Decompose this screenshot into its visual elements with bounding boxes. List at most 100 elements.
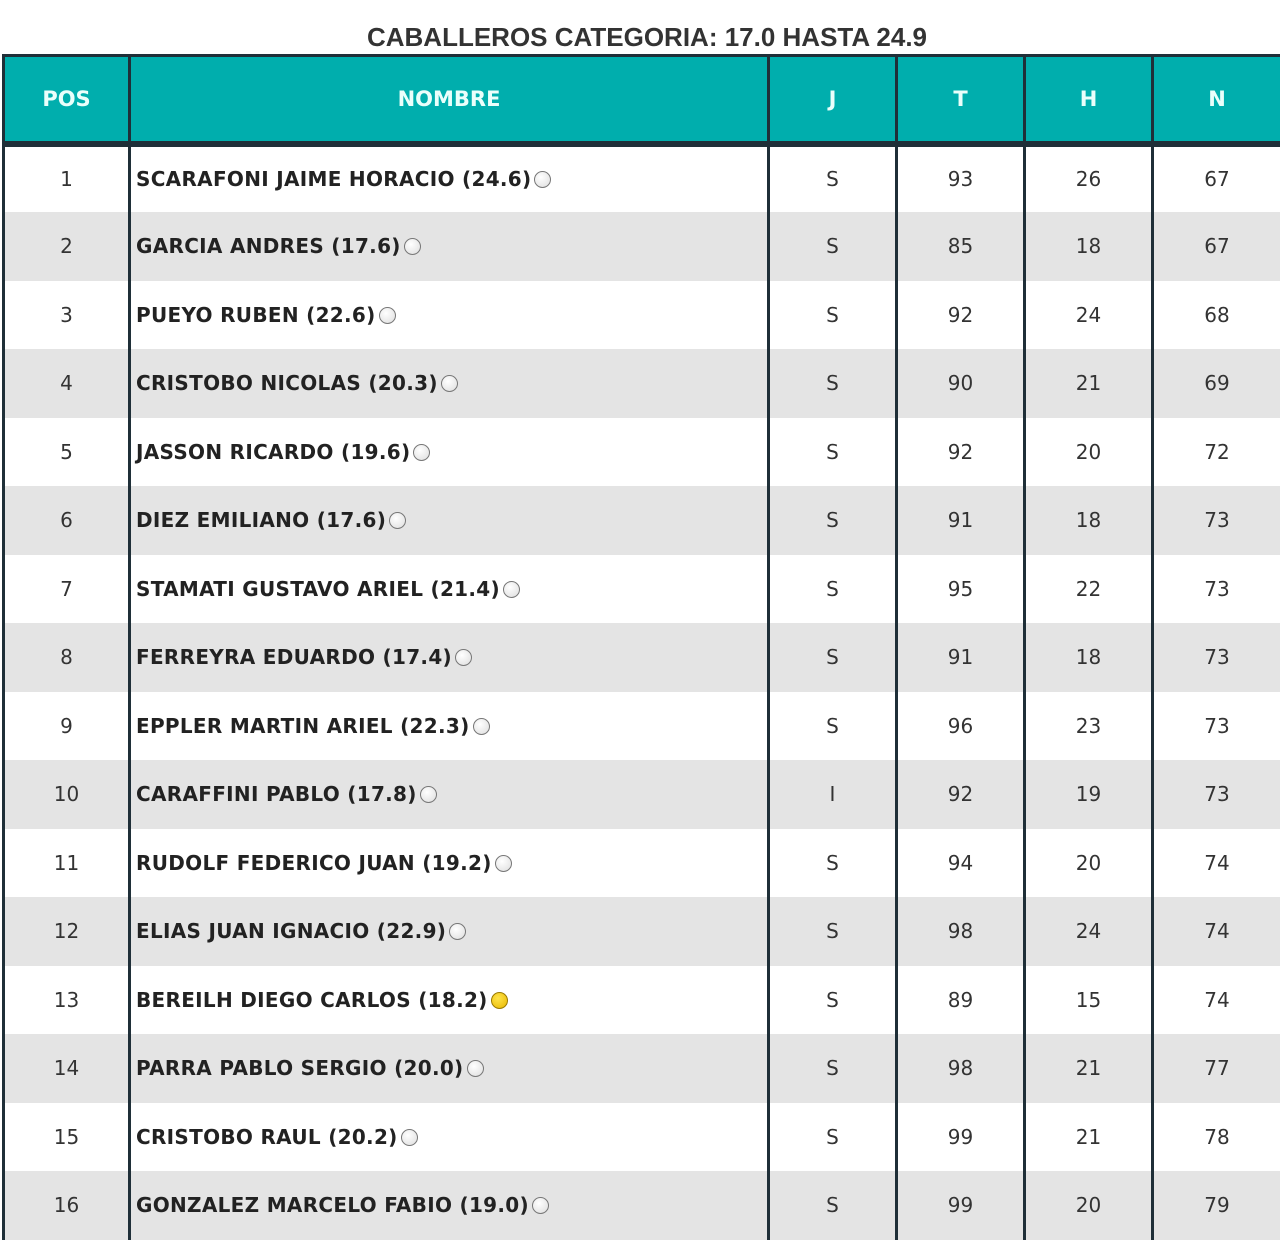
cell-h: 18 [1025,486,1153,555]
cell-pos: 7 [4,555,130,624]
cell-j: S [769,486,897,555]
player-name: CRISTOBO NICOLAS (20.3) [136,371,438,395]
cell-j: S [769,349,897,418]
cell-n: 73 [1153,555,1280,624]
cell-j: S [769,692,897,761]
cell-h: 26 [1025,144,1153,213]
golf-ball-icon [473,718,490,735]
cell-h: 15 [1025,966,1153,1035]
cell-j: S [769,1171,897,1240]
golf-ball-icon [401,1129,418,1146]
cell-pos: 3 [4,281,130,350]
cell-pos: 5 [4,418,130,487]
cell-pos: 10 [4,760,130,829]
cell-j: S [769,212,897,281]
cell-t: 89 [897,966,1025,1035]
cell-pos: 13 [4,966,130,1035]
cell-nombre: CARAFFINI PABLO (17.8) [130,760,769,829]
cell-h: 21 [1025,1103,1153,1172]
cell-t: 99 [897,1103,1025,1172]
cell-pos: 2 [4,212,130,281]
cell-t: 91 [897,486,1025,555]
golf-ball-icon [404,238,421,255]
cell-pos: 4 [4,349,130,418]
col-header-n: N [1153,56,1280,144]
cell-n: 77 [1153,1034,1280,1103]
cell-j: S [769,555,897,624]
player-name: PUEYO RUBEN (22.6) [136,303,376,327]
cell-j: S [769,144,897,213]
cell-j: S [769,281,897,350]
player-name: SCARAFONI JAIME HORACIO (24.6) [136,167,531,191]
cell-nombre: GARCIA ANDRES (17.6) [130,212,769,281]
cell-h: 21 [1025,1034,1153,1103]
cell-nombre: RUDOLF FEDERICO JUAN (19.2) [130,829,769,898]
cell-j: S [769,829,897,898]
cell-h: 18 [1025,212,1153,281]
cell-h: 20 [1025,418,1153,487]
cell-t: 99 [897,1171,1025,1240]
cell-j: I [769,760,897,829]
page-title: CABALLEROS CATEGORIA: 17.0 HASTA 24.9 [0,22,1280,53]
cell-n: 67 [1153,212,1280,281]
golf-ball-icon [534,171,551,188]
cell-pos: 15 [4,1103,130,1172]
cell-nombre: SCARAFONI JAIME HORACIO (24.6) [130,144,769,213]
col-header-h: H [1025,56,1153,144]
player-name: DIEZ EMILIANO (17.6) [136,508,386,532]
cell-n: 67 [1153,144,1280,213]
cell-h: 23 [1025,692,1153,761]
cell-h: 24 [1025,281,1153,350]
cell-nombre: EPPLER MARTIN ARIEL (22.3) [130,692,769,761]
cell-t: 96 [897,692,1025,761]
cell-pos: 11 [4,829,130,898]
player-name: JASSON RICARDO (19.6) [136,440,410,464]
cell-t: 98 [897,897,1025,966]
cell-n: 78 [1153,1103,1280,1172]
cell-n: 74 [1153,897,1280,966]
golf-ball-icon [532,1197,549,1214]
cell-t: 90 [897,349,1025,418]
player-name: PARRA PABLO SERGIO (20.0) [136,1056,464,1080]
cell-n: 73 [1153,623,1280,692]
cell-t: 92 [897,281,1025,350]
cell-h: 20 [1025,1171,1153,1240]
cell-h: 24 [1025,897,1153,966]
cell-pos: 1 [4,144,130,213]
cell-j: S [769,1103,897,1172]
cell-t: 93 [897,144,1025,213]
cell-pos: 12 [4,897,130,966]
player-name: CRISTOBO RAUL (20.2) [136,1125,398,1149]
cell-nombre: PUEYO RUBEN (22.6) [130,281,769,350]
cell-n: 73 [1153,486,1280,555]
golf-ball-icon [441,375,458,392]
cell-nombre: BEREILH DIEGO CARLOS (18.2) [130,966,769,1035]
cell-nombre: CRISTOBO NICOLAS (20.3) [130,349,769,418]
cell-h: 19 [1025,760,1153,829]
cell-nombre: GONZALEZ MARCELO FABIO (19.0) [130,1171,769,1240]
cell-h: 20 [1025,829,1153,898]
cell-n: 74 [1153,829,1280,898]
col-header-t: T [897,56,1025,144]
cell-t: 92 [897,760,1025,829]
player-name: GONZALEZ MARCELO FABIO (19.0) [136,1193,529,1217]
cell-nombre: JASSON RICARDO (19.6) [130,418,769,487]
cell-j: S [769,966,897,1035]
cell-n: 74 [1153,966,1280,1035]
golf-ball-icon [503,581,520,598]
player-name: RUDOLF FEDERICO JUAN (19.2) [136,851,492,875]
golf-ball-icon [455,649,472,666]
cell-h: 18 [1025,623,1153,692]
cell-j: S [769,418,897,487]
